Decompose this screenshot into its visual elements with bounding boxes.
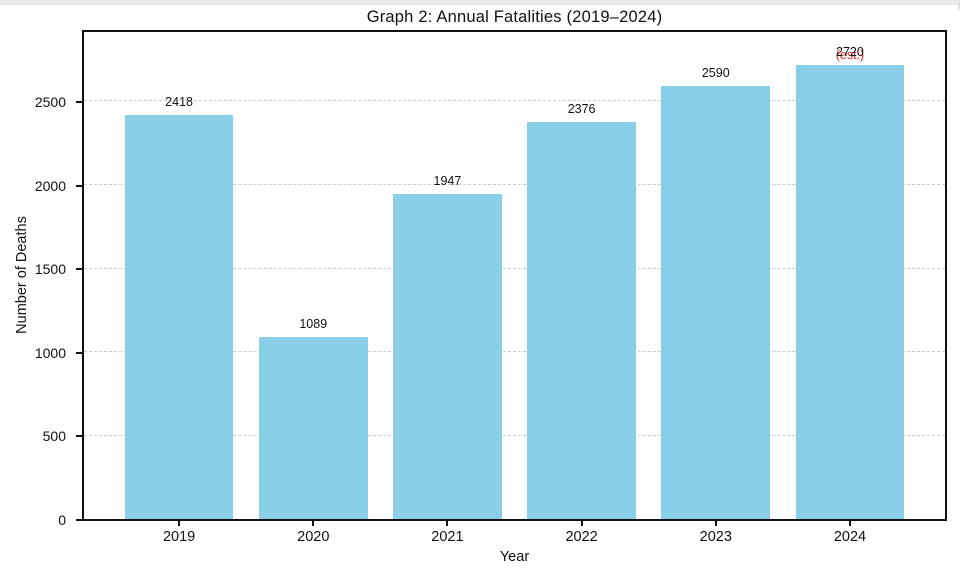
y-tick-mark — [76, 435, 82, 438]
bar-value-label-2023: 2590 — [701, 66, 730, 81]
x-tick-label: 2020 — [297, 529, 330, 545]
bar-2024 — [795, 64, 905, 519]
bars-row: 2418 1089 1947 2376 2590 (est.) 2720 — [84, 32, 945, 519]
y-tick-mark — [76, 268, 82, 271]
x-tick-2019: 2019 — [112, 521, 246, 545]
bar-2020 — [258, 337, 368, 519]
bar-value-label-2021: 1947 — [433, 173, 462, 188]
gridline-2500 — [84, 100, 945, 102]
gridline-500 — [84, 434, 945, 436]
y-tick-label: 1000 — [34, 344, 66, 361]
bar-slot-2024: (est.) 2720 — [783, 32, 917, 519]
x-tick-mark — [446, 521, 449, 526]
x-tick-mark — [714, 521, 717, 526]
y-axis: 0 500 1000 1500 2000 2500 — [0, 32, 82, 528]
bar-value-label-2024: (est.) 2720 — [783, 44, 917, 62]
plot-area: 2418 1089 1947 2376 2590 (est.) 2720 — [82, 30, 947, 521]
y-tick-label: 2500 — [34, 94, 66, 111]
gridline-1500 — [84, 267, 945, 269]
y-tick-label: 500 — [42, 428, 66, 445]
estimate-annotation: (est.) — [835, 47, 865, 62]
x-tick-mark — [580, 521, 583, 526]
gridline-1000 — [84, 351, 945, 352]
bar-2019 — [124, 115, 234, 519]
x-tick-2021: 2021 — [380, 521, 514, 545]
x-tick-mark — [178, 521, 181, 526]
bar-value: 2720 — [836, 44, 864, 59]
bar-slot-2019: 2418 — [112, 32, 246, 519]
x-axis: 2019 2020 2021 2022 2023 2024 — [82, 521, 947, 545]
chart-title: Graph 2: Annual Fatalities (2019–2024) — [366, 8, 663, 26]
x-tick-2022: 2022 — [515, 521, 649, 545]
y-tick-label: 0 — [58, 512, 66, 528]
bar-2023 — [661, 86, 771, 519]
x-tick-label: 2019 — [162, 529, 196, 545]
bar-value-label-2022: 2376 — [567, 102, 596, 117]
x-tick-label: 2021 — [431, 529, 464, 545]
x-tick-mark — [848, 521, 851, 526]
bar-slot-2021: 1947 — [380, 32, 514, 519]
bar-value-label-2020: 1089 — [299, 317, 328, 332]
window-right-edge — [958, 0, 960, 10]
x-tick-2024: 2024 — [783, 521, 917, 545]
y-tick-label: 1500 — [34, 261, 66, 278]
x-tick-label: 2023 — [699, 529, 732, 545]
bar-slot-2023: 2590 — [649, 32, 783, 519]
x-tick-label: 2024 — [833, 529, 867, 545]
y-tick-mark — [76, 184, 82, 187]
bar-2021 — [393, 193, 502, 519]
y-tick-mark — [76, 101, 82, 104]
bar-2022 — [527, 122, 636, 519]
bar-slot-2022: 2376 — [515, 32, 649, 519]
gridline-2000 — [84, 183, 945, 185]
y-tick-label: 2000 — [34, 177, 66, 194]
x-axis-label: Year — [499, 549, 530, 565]
bar-slot-2020: 1089 — [246, 32, 380, 519]
window-top-edge — [0, 0, 960, 5]
bar-value-label-2019: 2418 — [165, 95, 193, 110]
x-tick-2020: 2020 — [246, 521, 380, 545]
x-tick-mark — [312, 521, 315, 526]
y-tick-mark — [76, 351, 82, 354]
x-tick-2023: 2023 — [649, 521, 783, 545]
x-tick-label: 2022 — [565, 529, 598, 545]
y-tick-mark — [76, 519, 82, 521]
